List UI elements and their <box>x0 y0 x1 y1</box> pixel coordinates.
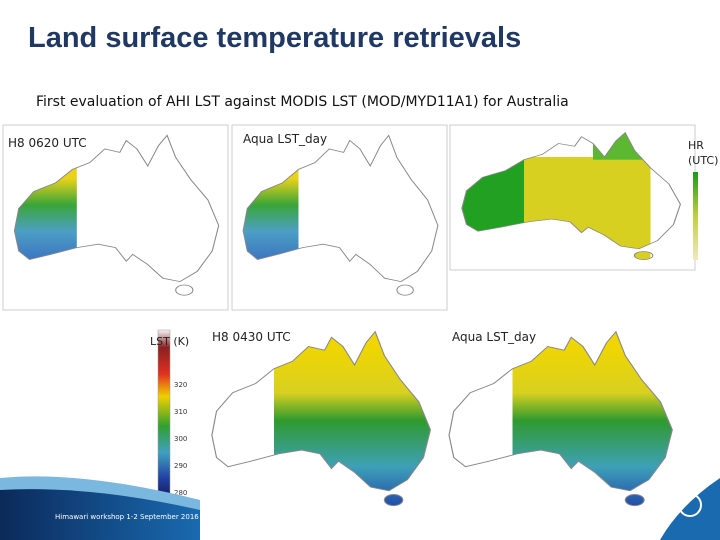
hr-colorbar <box>693 172 698 260</box>
map <box>448 331 673 507</box>
footer-text: Himawari workshop 1-2 September 2016 <box>55 513 199 521</box>
panel-label: HR (UTC) <box>688 139 719 167</box>
map <box>211 331 431 507</box>
footer-corner <box>660 478 720 540</box>
colorbar-tick-label: 280 <box>174 489 187 497</box>
map <box>13 134 220 296</box>
title: Land surface temperature retrievals <box>28 22 522 54</box>
panel-label: Aqua LST_day <box>243 132 328 146</box>
colorbar-tick-label: 310 <box>174 408 187 416</box>
colorbar-tick-label: 320 <box>174 381 187 389</box>
colorbar-label: LST (K) <box>150 335 190 348</box>
footer-band <box>0 489 200 540</box>
logo <box>678 493 702 517</box>
panel-label: H8 0430 UTC <box>212 330 291 344</box>
panel-label: H8 0620 UTC <box>8 136 87 150</box>
map <box>461 132 681 261</box>
colorbar-ticks: 320 310 300 290 280 <box>174 381 187 497</box>
subtitle: First evaluation of AHI LST against MODI… <box>36 94 569 110</box>
lst-colorbar <box>157 329 171 506</box>
panel-label: Aqua LST_day <box>452 330 537 344</box>
colorbar-tick-label: 290 <box>174 462 187 470</box>
colorbar-tick-label: 300 <box>174 435 187 443</box>
map <box>242 134 439 296</box>
map-frame <box>231 124 448 311</box>
map-frame <box>2 124 229 311</box>
